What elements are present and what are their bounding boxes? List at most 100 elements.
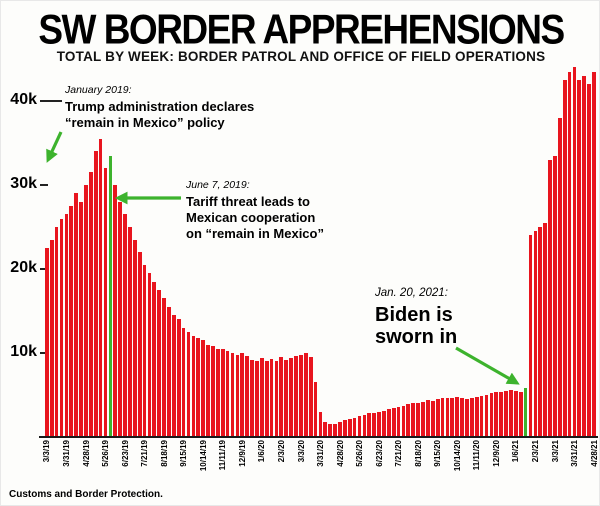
data-bar — [113, 185, 118, 437]
data-bar — [84, 185, 88, 437]
data-bar — [157, 290, 162, 437]
y-tick-mark — [40, 352, 48, 354]
data-bar — [445, 397, 450, 437]
data-bar — [509, 389, 513, 437]
data-bar — [264, 361, 269, 437]
data-bar — [406, 404, 411, 437]
x-tick-label: 8/18/20 — [413, 440, 423, 467]
data-bar — [98, 138, 103, 437]
data-bar — [54, 227, 59, 437]
x-tick-label: 3/31/21 — [570, 440, 579, 467]
data-bar — [484, 395, 489, 437]
data-bar — [504, 390, 508, 437]
x-tick-label: 9/15/19 — [179, 440, 189, 467]
data-bar — [401, 405, 406, 437]
data-bar — [567, 71, 572, 437]
data-bar — [230, 353, 235, 437]
data-bar — [250, 359, 254, 437]
x-tick-label: 8/18/19 — [159, 440, 169, 467]
data-bar — [421, 401, 425, 437]
data-bar — [416, 402, 420, 437]
data-bar — [587, 84, 591, 437]
annotation-jan-2021: Jan. 20, 2021: Biden is sworn in — [375, 287, 457, 348]
data-bar — [333, 423, 337, 437]
data-bar — [352, 417, 357, 437]
x-tick-label: 10/14/19 — [198, 440, 208, 472]
data-bar — [543, 222, 547, 437]
x-tick-label: 11/11/19 — [218, 440, 228, 471]
data-bar — [259, 358, 264, 437]
annotation-jun-2019-text: on “remain in Mexico” — [186, 226, 324, 241]
x-tick-label: 5/26/19 — [101, 440, 111, 467]
data-bar — [450, 398, 455, 437]
data-bar — [347, 418, 352, 437]
annotation-jun-2019-text: Tariff threat leads to — [186, 194, 311, 209]
data-bar — [45, 248, 49, 437]
chart-title: SW BORDER APPREHENSIONS — [38, 6, 565, 53]
data-bar — [49, 239, 54, 437]
data-bar — [225, 351, 230, 437]
data-bar — [362, 415, 367, 437]
x-tick-label: 9/15/20 — [433, 440, 443, 467]
data-bar — [553, 155, 557, 437]
data-bar — [142, 264, 147, 437]
x-tick-label: 7/21/20 — [394, 440, 404, 467]
data-bar — [313, 382, 318, 437]
data-bar — [206, 344, 210, 437]
arrow-jan-2019 — [46, 131, 63, 163]
data-bar — [191, 336, 196, 437]
y-tick-label: 30k — [10, 175, 37, 192]
data-bar — [528, 235, 533, 437]
x-tick-label: 3/3/21 — [550, 440, 560, 463]
data-bar — [162, 298, 166, 437]
data-bar — [279, 357, 284, 437]
y-tick-label: 40k — [10, 91, 37, 108]
annotation-jan-2021-date: Jan. 20, 2021: — [375, 287, 448, 299]
data-bar — [235, 354, 240, 437]
x-tick-label: 3/31/20 — [316, 440, 325, 467]
data-bar — [494, 392, 499, 437]
data-bar — [582, 75, 587, 437]
data-bar — [220, 348, 225, 437]
highlight-bar — [523, 388, 528, 437]
x-tick-label: 5/26/20 — [355, 440, 365, 467]
x-tick-label: 6/23/19 — [120, 440, 130, 467]
x-tick-label: 1/6/21 — [511, 440, 521, 463]
x-tick-label: 1/6/20 — [257, 440, 267, 463]
annotation-jan-2019: January 2019: Trump administration decla… — [65, 84, 254, 131]
data-bar — [167, 306, 171, 437]
data-bar — [79, 201, 83, 437]
data-bar — [172, 315, 176, 437]
data-bar — [299, 354, 303, 437]
x-tick-label: 12/9/19 — [237, 440, 247, 467]
data-bar — [123, 214, 127, 437]
data-bar — [88, 172, 93, 437]
data-bar — [186, 332, 191, 437]
x-tick-label: 3/3/20 — [296, 440, 306, 463]
x-tick-label: 2/3/21 — [530, 440, 540, 463]
data-bar — [562, 80, 567, 437]
data-bar — [465, 399, 469, 437]
annotation-jun-2019-date: June 7, 2019: — [186, 179, 250, 191]
data-bar — [469, 397, 474, 437]
x-tick-label: 4/28/21 — [589, 440, 599, 467]
data-bar — [489, 393, 494, 437]
data-bar — [284, 359, 289, 437]
data-bar — [474, 396, 479, 437]
data-bar — [196, 337, 201, 437]
data-bar — [592, 71, 596, 437]
data-bar — [382, 410, 386, 437]
data-bar — [211, 346, 215, 437]
annotation-jan-2019-text: Trump administration declares — [65, 99, 255, 114]
data-bar — [215, 348, 220, 437]
x-tick-label: 12/9/20 — [491, 440, 501, 467]
data-bar — [499, 391, 504, 437]
data-bar — [357, 416, 362, 437]
y-tick-mark — [40, 184, 48, 186]
data-bar — [152, 281, 157, 437]
x-tick-label: 2/3/20 — [276, 440, 286, 463]
x-tick-label: 3/31/19 — [62, 440, 71, 467]
arrow-jan-2021 — [455, 346, 520, 385]
data-bar — [274, 361, 279, 437]
